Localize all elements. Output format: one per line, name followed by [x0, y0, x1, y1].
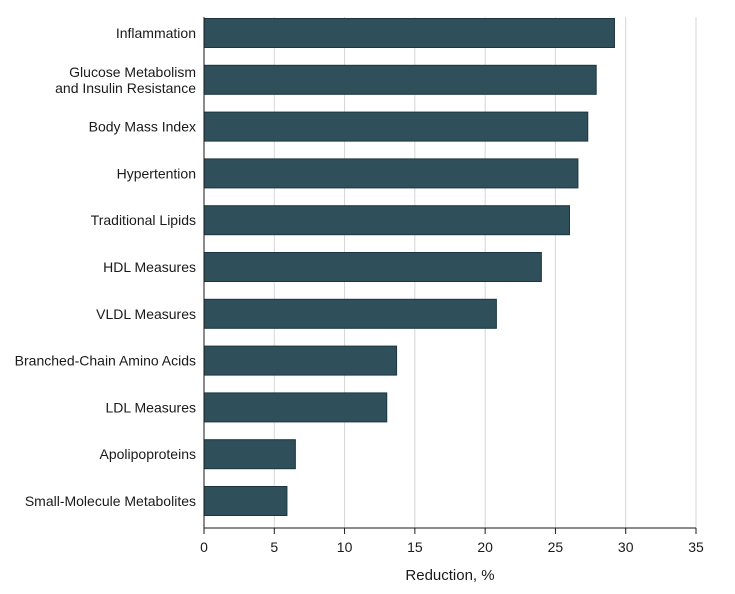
- bar: [203, 205, 570, 236]
- bar: [203, 64, 597, 95]
- x-tick-label: 15: [407, 539, 423, 555]
- category-label: VLDL Measures: [96, 306, 196, 322]
- bar: [203, 252, 542, 282]
- category-label: Traditional Lipids: [91, 212, 196, 228]
- category-label: Apolipoproteins: [99, 446, 196, 462]
- x-tick-label: 25: [548, 539, 564, 555]
- x-tick-label: 35: [688, 539, 704, 555]
- x-tick-label: 0: [200, 539, 208, 555]
- bar: [203, 345, 398, 376]
- x-tick-label: 30: [618, 539, 634, 555]
- category-label: Hypertention: [117, 165, 196, 181]
- bar: [203, 392, 388, 423]
- category-label: Body Mass Index: [89, 119, 196, 135]
- x-axis-title: Reduction, %: [405, 567, 494, 584]
- category-label: HDL Measures: [103, 259, 196, 275]
- category-label: Small-Molecule Metabolites: [25, 493, 196, 509]
- bar: [203, 486, 288, 516]
- x-tick-label: 5: [270, 539, 278, 555]
- bar: [203, 439, 296, 470]
- x-tick-label: 20: [477, 539, 493, 555]
- category-label: Branched-Chain Amino Acids: [15, 353, 196, 369]
- bar: [203, 298, 497, 329]
- x-axis: 0 5 10 15 20 25 30 35: [200, 17, 704, 555]
- bars: [203, 18, 615, 516]
- bar: [203, 158, 579, 189]
- bar: [203, 111, 589, 142]
- category-labels: Inflammation Glucose Metabolism and Insuli…: [15, 25, 197, 509]
- category-label: Inflammation: [116, 25, 196, 41]
- bar: [203, 18, 615, 48]
- category-label: LDL Measures: [105, 399, 196, 415]
- x-tick-label: 10: [337, 539, 353, 555]
- category-label: Glucose Metabolism and Insulin Resistance: [55, 64, 196, 96]
